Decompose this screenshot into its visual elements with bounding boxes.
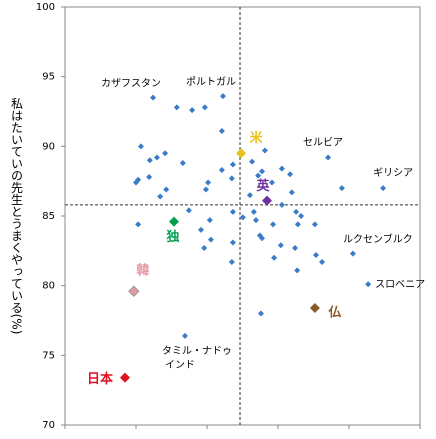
data-point xyxy=(173,104,180,111)
data-point xyxy=(298,213,305,219)
highlight-label: 独 xyxy=(166,229,179,245)
data-point xyxy=(146,157,153,164)
data-point xyxy=(270,221,277,228)
highlight-point xyxy=(236,148,247,159)
y-axis-label: 私はたいていの先生とうまくやっている(%) xyxy=(10,97,24,334)
data-point xyxy=(250,208,257,215)
data-point xyxy=(259,168,266,175)
data-point xyxy=(278,201,285,208)
data-point xyxy=(162,150,169,157)
data-point xyxy=(135,221,142,228)
point-label: インド xyxy=(165,360,195,371)
y-tick-label: 90 xyxy=(42,141,55,152)
data-point xyxy=(229,239,236,246)
data-point xyxy=(277,242,284,249)
y-tick-label: 95 xyxy=(42,72,55,83)
data-point xyxy=(249,158,256,165)
data-point xyxy=(228,175,235,182)
y-tick-label: 75 xyxy=(42,350,55,361)
data-point xyxy=(153,154,160,161)
point-label: ギリシア xyxy=(373,167,413,179)
data-point xyxy=(219,93,226,100)
data-point xyxy=(365,281,372,288)
point-label: スロベニア xyxy=(375,278,425,290)
highlight-point xyxy=(309,302,320,313)
data-point xyxy=(181,332,188,339)
data-point xyxy=(311,221,318,228)
point-label: カザフスタン xyxy=(101,78,161,90)
data-point xyxy=(179,160,186,167)
data-point xyxy=(288,189,295,196)
highlight-label: 英 xyxy=(255,178,270,194)
data-point xyxy=(239,214,246,221)
point-label: タミル・ナドゥ xyxy=(162,345,232,357)
data-point xyxy=(246,192,253,199)
data-point xyxy=(218,167,225,174)
data-point xyxy=(218,128,225,135)
data-point xyxy=(205,179,212,186)
data-point xyxy=(259,235,266,242)
highlight-label: 米 xyxy=(250,130,264,146)
data-point xyxy=(150,94,157,101)
data-point xyxy=(202,186,209,193)
data-point xyxy=(157,193,164,200)
highlight-point xyxy=(128,285,140,297)
data-point xyxy=(228,258,235,265)
data-point xyxy=(293,208,300,215)
data-point xyxy=(255,172,262,179)
data-point xyxy=(185,207,192,214)
highlight-label: 仏 xyxy=(328,305,341,320)
data-point xyxy=(257,310,264,317)
data-point xyxy=(163,186,170,193)
data-point xyxy=(338,185,345,192)
data-point xyxy=(261,147,268,154)
data-point xyxy=(294,221,301,228)
highlight-point xyxy=(119,372,130,383)
highlight-label: 韓 xyxy=(136,263,149,279)
highlight-point xyxy=(261,195,272,206)
data-point xyxy=(294,267,301,274)
data-point xyxy=(137,143,144,150)
y-tick-label: 70 xyxy=(42,420,55,431)
data-point xyxy=(133,179,139,186)
data-point xyxy=(197,226,204,233)
data-point xyxy=(201,104,208,111)
data-point xyxy=(189,107,196,114)
data-point xyxy=(349,250,356,257)
data-point xyxy=(287,171,294,178)
point-label: ポルトガル xyxy=(186,76,236,88)
data-point xyxy=(271,254,278,261)
highlight-point xyxy=(168,216,179,227)
data-point xyxy=(252,217,259,224)
point-label: ルクセンブルク xyxy=(343,233,413,246)
data-point xyxy=(292,245,299,252)
data-point xyxy=(278,165,285,172)
point-label: セルビア xyxy=(303,136,343,148)
data-point xyxy=(201,245,208,252)
data-point xyxy=(206,217,213,224)
data-point xyxy=(207,236,214,243)
data-point xyxy=(229,208,236,215)
data-point xyxy=(312,252,319,259)
data-point xyxy=(319,258,326,265)
data-point xyxy=(325,154,332,161)
data-point xyxy=(268,179,275,186)
data-point xyxy=(146,173,153,180)
y-tick-label: 100 xyxy=(36,2,55,13)
data-point xyxy=(380,185,387,192)
y-tick-label: 85 xyxy=(42,211,55,222)
data-point xyxy=(229,161,236,168)
highlight-label: 日本 xyxy=(87,371,113,387)
y-tick-label: 80 xyxy=(42,281,55,292)
